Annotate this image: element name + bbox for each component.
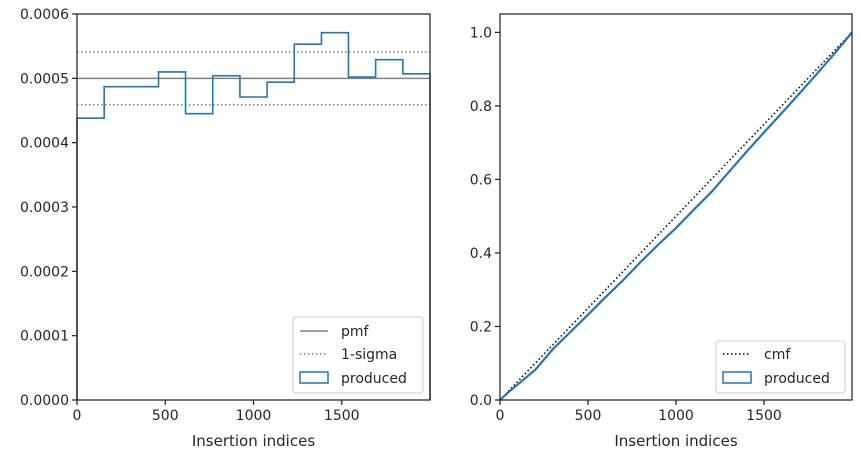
right-x-tick-label: 500 xyxy=(575,408,602,424)
left-y-tick-label: 0.0002 xyxy=(20,264,69,280)
left-series-produced xyxy=(76,31,431,400)
left-y-tick-label: 0.0005 xyxy=(20,71,69,87)
right-legend-produced-label: produced xyxy=(764,371,830,387)
left-y-tick-label: 0.0004 xyxy=(20,136,69,152)
right-y-tick-label: 0.0 xyxy=(470,393,492,409)
right-chart: 0 500 1000 1500 0.0 0.2 0.4 0.6 0.8 1.0 Insertion… xyxy=(470,13,853,450)
right-y-tick-label: 0.2 xyxy=(470,319,492,335)
left-series xyxy=(76,31,431,400)
right-y-tick-label: 0.8 xyxy=(470,99,492,115)
right-legend-cmf-label: cmf xyxy=(764,347,791,363)
right-x-tick-label: 1500 xyxy=(746,408,782,424)
left-y-tick-label: 0.0000 xyxy=(20,393,69,409)
left-x-tick-label: 1500 xyxy=(324,408,360,424)
right-x-axis-label: Insertion indices xyxy=(614,432,737,450)
left-ticks: 0 500 1000 1500 0.0000 0.0001 0.0002 0.0003 0.00… xyxy=(20,7,360,424)
left-hlines xyxy=(77,51,430,106)
left-x-tick-label: 500 xyxy=(152,408,179,424)
right-y-tick-label: 0.4 xyxy=(470,246,492,262)
right-y-tick-label: 1.0 xyxy=(470,25,492,41)
right-series xyxy=(499,31,853,401)
left-legend-produced-swatch xyxy=(299,371,329,384)
left-legend-produced-label: produced xyxy=(341,371,407,387)
right-y-tick-label: 0.6 xyxy=(470,172,492,188)
right-x-tick-label: 0 xyxy=(496,408,505,424)
right-legend: cmf produced xyxy=(715,340,846,394)
left-legend-pmf-label: pmf xyxy=(341,324,370,340)
right-series-produced xyxy=(499,31,853,401)
left-x-axis-label: Insertion indices xyxy=(192,432,315,450)
left-chart: 0 500 1000 1500 0.0000 0.0001 0.0002 0.0003 0.00… xyxy=(20,7,431,450)
right-x-tick-label: 1000 xyxy=(658,408,694,424)
right-series-cmf xyxy=(499,31,853,401)
left-y-tick-label: 0.0001 xyxy=(20,329,69,345)
right-ticks: 0 500 1000 1500 0.0 0.2 0.4 0.6 0.8 1.0 xyxy=(470,25,782,424)
left-y-tick-label: 0.0006 xyxy=(20,7,69,23)
left-x-tick-label: 0 xyxy=(73,408,82,424)
left-x-tick-label: 1000 xyxy=(236,408,272,424)
left-y-tick-label: 0.0003 xyxy=(20,200,69,216)
right-legend-produced-swatch xyxy=(722,371,752,384)
left-legend: pmf 1-sigma produced xyxy=(292,316,424,394)
left-legend-frame xyxy=(292,316,424,394)
left-legend-sigma-label: 1-sigma xyxy=(341,347,397,363)
